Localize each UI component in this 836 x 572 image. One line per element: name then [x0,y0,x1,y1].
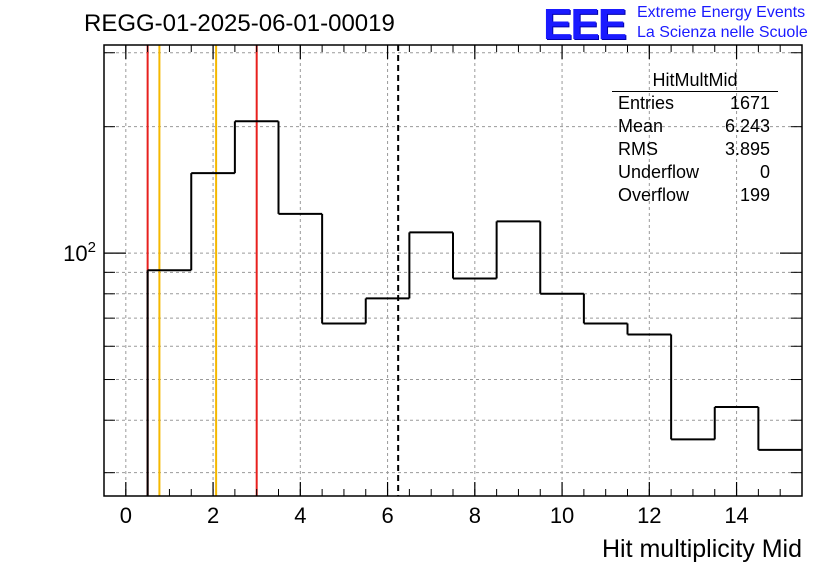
marker-lines [146,45,400,496]
logo-text-line2: La Scienza nelle Scuole [637,24,808,41]
stats-label: RMS [618,139,658,159]
stats-label: Overflow [618,185,690,205]
stats-row-entries: Entries 1671 [612,92,778,115]
stats-row-rms: RMS 3.895 [612,138,778,161]
x-tick-label: 8 [469,503,481,528]
x-tick-label: 4 [294,503,306,528]
axis-ticks [103,45,803,496]
stats-value: 6.243 [724,116,770,136]
stats-value: 199 [739,185,770,205]
y-tick-label: 102 [63,239,96,266]
stats-label: Mean [618,116,664,136]
histogram-bars [146,120,802,496]
stats-title: HitMultMid [612,70,778,92]
stats-box: HitMultMid Entries 1671 Mean 6.243 RMS 3… [612,70,778,207]
logo-text-line1: Extreme Energy Events [637,4,806,21]
plot-title: REGG-01-2025-06-01-00019 [84,10,395,37]
eee-logo-mark: EEE [543,0,627,49]
x-tick-label: 14 [724,503,748,528]
stats-value: 0 [759,162,770,182]
x-tick-label: 12 [637,503,661,528]
tick-labels: 102 0 2 4 6 8 10 12 14 [63,239,749,528]
stats-value: 1671 [729,93,770,113]
stats-row-overflow: Overflow 199 [612,184,778,207]
stats-row-mean: Mean 6.243 [612,115,778,138]
x-tick-label: 2 [207,503,219,528]
stats-value: 3.895 [724,139,770,159]
x-tick-label: 0 [120,503,132,528]
x-tick-label: 10 [550,503,574,528]
x-axis-label: Hit multiplicity Mid [601,535,802,563]
stats-row-underflow: Underflow 0 [612,161,778,184]
stats-label: Entries [618,93,675,113]
stats-label: Underflow [618,162,700,182]
x-tick-label: 6 [381,503,393,528]
